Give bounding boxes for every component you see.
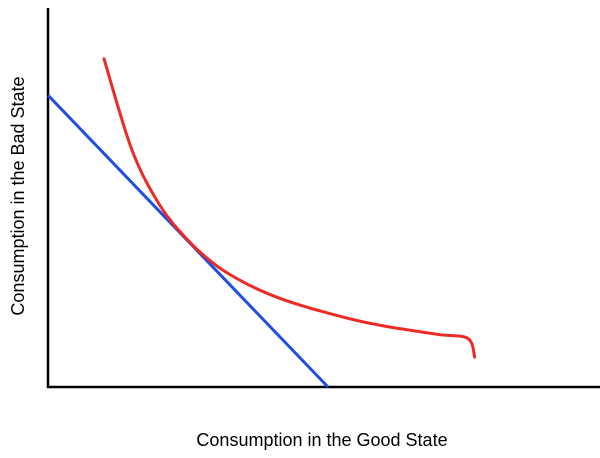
indifference-curve [102, 57, 477, 359]
x-axis-label: Consumption in the Good State [196, 430, 447, 450]
y-axis-label: Consumption in the Bad State [8, 76, 28, 315]
